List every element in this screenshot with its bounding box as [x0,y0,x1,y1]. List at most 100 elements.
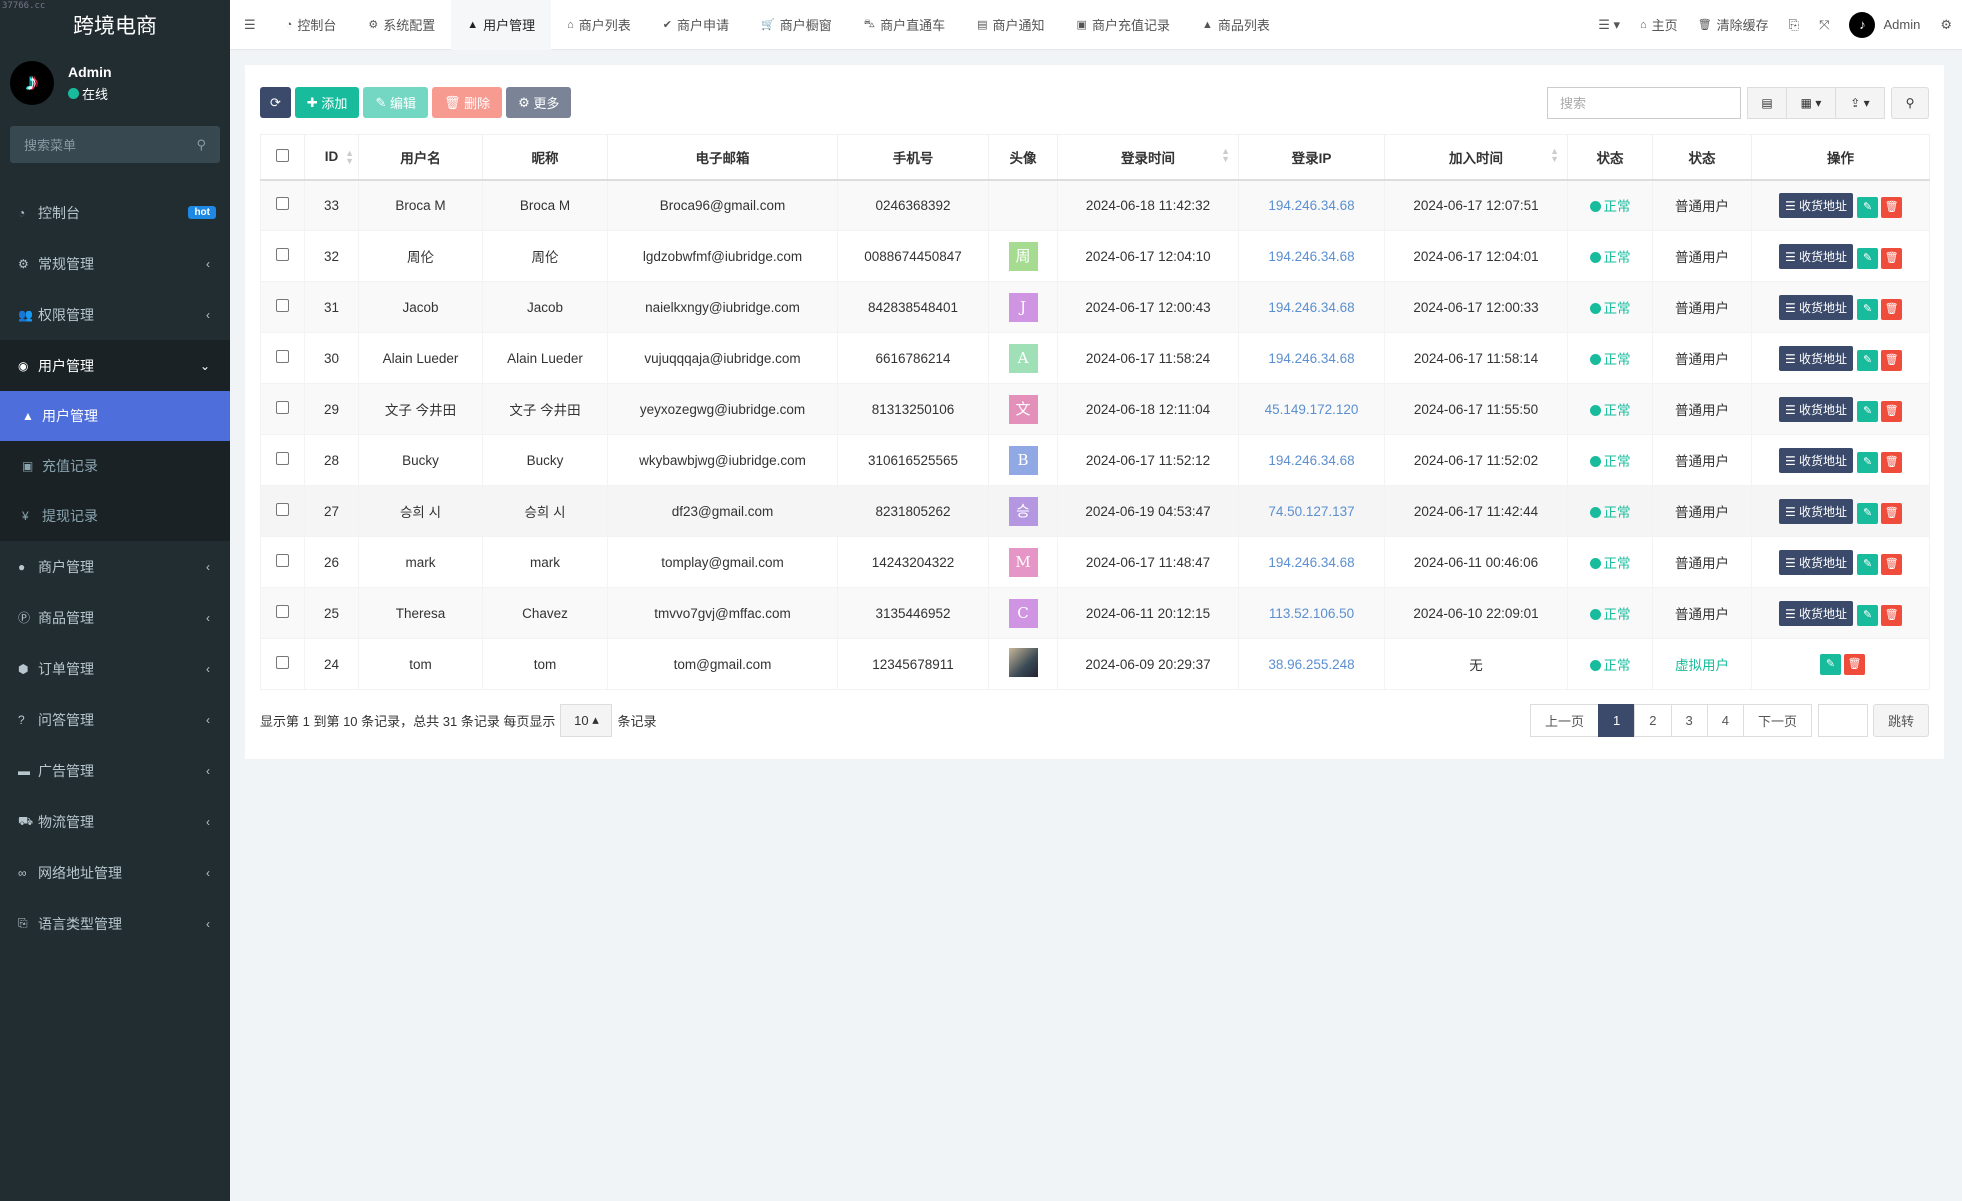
row-checkbox[interactable] [276,350,289,363]
row-checkbox[interactable] [276,197,289,211]
delete-row-button[interactable]: 🗑 [1881,298,1903,320]
add-button[interactable]: ✚ 添加 [294,87,360,118]
address-button[interactable]: ☰ 收货地址 [1778,396,1854,422]
edit-row-button[interactable]: ✎ [1857,196,1879,218]
jump-button[interactable]: 跳转 [1872,703,1929,737]
cell-login-ip[interactable]: 113.52.106.50 [1238,587,1385,639]
cell-login-ip[interactable]: 194.246.34.68 [1238,179,1385,231]
column-header[interactable]: 登录时间 ▲ ▼ [1057,134,1239,181]
cell-login-ip[interactable]: 194.246.34.68 [1238,434,1385,486]
page-button-2[interactable]: 2 [1634,703,1672,737]
edit-row-button[interactable]: ✎ [1857,247,1879,269]
row-checkbox[interactable] [276,605,289,618]
refresh-button[interactable]: ⟳ [260,87,291,118]
cell-login-ip[interactable]: 194.246.34.68 [1238,281,1385,333]
delete-row-button[interactable]: 🗑 [1881,196,1903,218]
address-button[interactable]: ☰ 收货地址 [1778,294,1854,320]
page-button-1[interactable]: 1 [1598,703,1636,737]
settings-button[interactable]: ⚙ [1930,0,1962,50]
address-button[interactable]: ☰ 收货地址 [1778,447,1854,473]
delete-row-button[interactable]: 🗑 [1881,400,1903,422]
address-button[interactable]: ☰ 收货地址 [1778,549,1854,575]
tab-7[interactable]: ▤ 商户通知 [961,0,1060,50]
tab-6[interactable]: ⛍ 商户直通车 [848,0,961,50]
sidebar-item-3[interactable]: ◉ 用户管理 ⌄ [0,340,230,391]
sidebar-subitem-1[interactable]: ▣ 充值记录 [0,441,230,491]
edit-row-button[interactable]: ✎ [1857,451,1879,473]
page-button-3[interactable]: 3 [1670,703,1708,737]
edit-row-button[interactable]: ✎ [1820,653,1841,675]
sidebar-item-11[interactable]: ⎘ 语言类型管理 ‹ [0,898,230,949]
sidebar-subitem-2[interactable]: ¥ 提现记录 [0,491,230,541]
logo[interactable]: 37766.cc 跨境电商 [0,0,230,50]
page-size-select[interactable]: 10 ▴ [560,703,613,737]
cell-login-ip[interactable]: 194.246.34.68 [1238,536,1385,588]
tab-9[interactable]: ▲ 商品列表 [1186,0,1286,50]
more-button[interactable]: ⚙ 更多 [506,87,572,118]
address-button[interactable]: ☰ 收货地址 [1778,498,1854,524]
tab-4[interactable]: ✔ 商户申请 [647,0,745,50]
tab-1[interactable]: ⚙ 系统配置 [352,0,451,50]
sidebar-item-7[interactable]: ? 问答管理 ‹ [0,694,230,745]
tab-5[interactable]: 🛒 商户橱窗 [745,0,848,50]
export-button[interactable]: ⇪ ▾ [1835,86,1885,119]
next-page-button[interactable]: 下一页 [1742,703,1812,737]
menu-search-input[interactable]: 搜索菜单 ⚲ [10,126,220,163]
toggle-view-button[interactable]: ▤ [1747,86,1787,119]
delete-row-button[interactable]: 🗑 [1881,451,1903,473]
home-link[interactable]: ⌂ 主页 [1630,0,1688,50]
row-checkbox[interactable] [276,248,289,261]
fullscreen-button[interactable]: ⤧ [1809,0,1839,50]
translate-button[interactable]: ⎘ [1779,0,1809,50]
edit-row-button[interactable]: ✎ [1857,349,1879,371]
edit-row-button[interactable]: ✎ [1857,604,1879,626]
row-checkbox[interactable] [276,503,289,516]
sidebar-item-10[interactable]: ∞ 网络地址管理 ‹ [0,847,230,898]
clear-cache-button[interactable]: 🗑 清除缓存 [1688,0,1779,50]
row-checkbox[interactable] [276,299,289,312]
row-checkbox[interactable] [276,554,289,567]
row-checkbox[interactable] [276,401,289,414]
cell-login-ip[interactable]: 194.246.34.68 [1238,230,1385,282]
columns-button[interactable]: ▦ ▾ [1786,86,1836,119]
sidebar-item-0[interactable]: ◔ 控制台 hot [0,187,230,238]
edit-row-button[interactable]: ✎ [1857,502,1879,524]
delete-row-button[interactable]: 🗑 [1881,349,1903,371]
edit-row-button[interactable]: ✎ [1857,298,1879,320]
edit-button[interactable]: ✎ 编辑 [363,87,428,118]
edit-row-button[interactable]: ✎ [1857,553,1879,575]
sidebar-item-4[interactable]: ● 商户管理 ‹ [0,541,230,592]
tab-3[interactable]: ⌂ 商户列表 [551,0,647,50]
address-button[interactable]: ☰ 收货地址 [1778,600,1854,626]
sidebar-item-6[interactable]: ⬢ 订单管理 ‹ [0,643,230,694]
jump-page-input[interactable] [1817,703,1868,737]
column-header[interactable]: 加入时间 ▲ ▼ [1384,134,1568,181]
address-button[interactable]: ☰ 收货地址 [1778,345,1854,371]
sidebar-item-2[interactable]: 👥 权限管理 ‹ [0,289,230,340]
sidebar-item-8[interactable]: ▬ 广告管理 ‹ [0,745,230,796]
page-button-4[interactable]: 4 [1706,703,1744,737]
delete-button[interactable]: 🗑 删除 [431,87,503,118]
tabs-dropdown-button[interactable]: ☰ ▾ [1598,16,1621,32]
delete-row-button[interactable]: 🗑 [1844,653,1865,675]
admin-menu[interactable]: ♪ Admin [1839,0,1930,50]
advanced-search-button[interactable]: ⚲ [1891,86,1929,119]
row-checkbox[interactable] [276,452,289,465]
prev-page-button[interactable]: 上一页 [1530,703,1600,737]
tab-8[interactable]: ▣ 商户充值记录 [1061,0,1186,50]
table-search-input[interactable]: 搜索 [1547,86,1741,119]
select-all-checkbox[interactable] [260,134,305,181]
cell-login-ip[interactable]: 194.246.34.68 [1238,332,1385,384]
cell-login-ip[interactable]: 74.50.127.137 [1238,485,1385,537]
delete-row-button[interactable]: 🗑 [1881,604,1903,626]
address-button[interactable]: ☰ 收货地址 [1778,192,1854,218]
tab-0[interactable]: ◔ 控制台 [270,0,353,50]
tab-2[interactable]: ▲ 用户管理 [451,0,552,50]
row-checkbox[interactable] [276,656,289,669]
column-header[interactable]: ID ▲ ▼ [304,134,359,181]
sidebar-subitem-0[interactable]: ▲ 用户管理 [0,391,230,441]
delete-row-button[interactable]: 🗑 [1881,502,1903,524]
delete-row-button[interactable]: 🗑 [1881,247,1903,269]
cell-login-ip[interactable]: 45.149.172.120 [1238,383,1385,435]
address-button[interactable]: ☰ 收货地址 [1778,243,1854,269]
